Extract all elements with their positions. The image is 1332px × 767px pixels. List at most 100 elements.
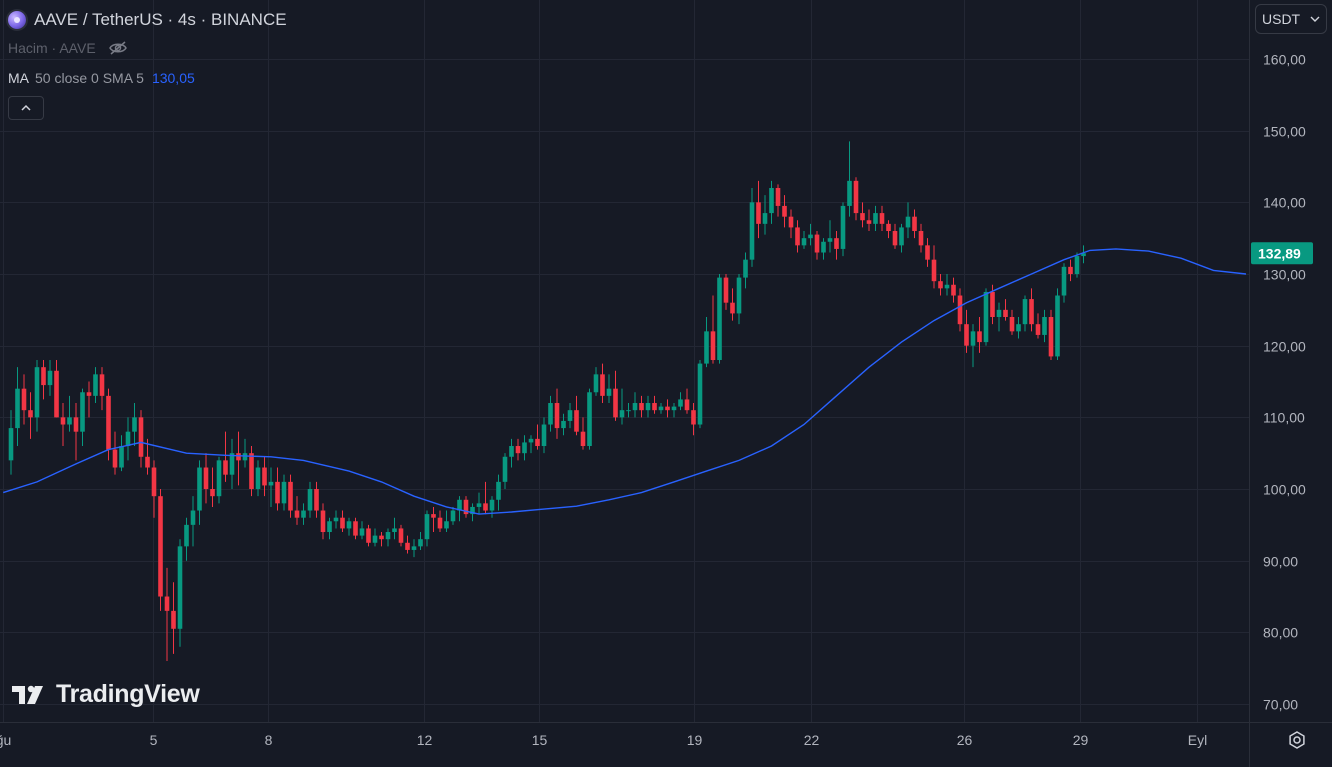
tradingview-logo-icon (12, 685, 43, 704)
candle-up (561, 413, 566, 436)
candle-down (795, 220, 800, 253)
candle-down (164, 567, 170, 662)
chart-settings-button[interactable] (1284, 727, 1310, 753)
candle-down (210, 467, 215, 507)
ma-value: 130,05 (151, 70, 195, 86)
candle-up (392, 517, 397, 540)
last-price-value: 132,89 (1258, 245, 1301, 261)
candles (8, 141, 1086, 662)
candle-down (73, 403, 79, 461)
gear-icon (1289, 731, 1305, 749)
candle-up (242, 438, 248, 468)
candle-down (366, 524, 371, 547)
candle-down (463, 496, 469, 518)
candle-down (613, 370, 618, 421)
tradingview-logo[interactable]: TradingView (10, 680, 200, 709)
candle-up (509, 438, 514, 468)
price-tick-label: 150,00 (1263, 124, 1306, 140)
time-tick-label: 8 (265, 732, 273, 748)
volume-row[interactable]: Hacim · AAVE (8, 36, 287, 60)
candle-up (678, 392, 683, 411)
candle-down (1035, 313, 1041, 339)
candle-down (340, 510, 345, 533)
candle-up (346, 517, 352, 536)
candle-down (249, 446, 254, 497)
candle-down (314, 481, 319, 518)
price-tick-label: 120,00 (1263, 339, 1306, 355)
ma-line (2, 248, 1247, 515)
currency-selector[interactable]: USDT (1255, 4, 1327, 34)
candle-down (151, 460, 157, 518)
candle-down (223, 431, 228, 482)
candle-up (944, 274, 950, 296)
candle-up (327, 517, 332, 540)
candle-up (502, 453, 508, 490)
ma-row[interactable]: MA 50 close 0 SMA 5 130,05 (8, 66, 287, 90)
candle-up (970, 324, 976, 368)
candle-up (450, 506, 456, 525)
symbol-title[interactable]: AAVE / TetherUS · 4s · BINANCE (34, 10, 287, 29)
candle-up (1055, 288, 1060, 361)
candle-up (15, 367, 20, 447)
candle-down (886, 220, 891, 239)
candle-down (730, 288, 735, 321)
candle-down (158, 489, 163, 611)
candle-down (28, 392, 33, 439)
candle-down (723, 274, 729, 310)
candle-up (255, 460, 261, 497)
grid-lines (0, 0, 1249, 722)
plot-area[interactable] (0, 0, 1249, 722)
candle-up (1042, 309, 1047, 343)
candle-up (216, 456, 222, 504)
currency-label: USDT (1262, 11, 1301, 27)
price-tick-label: 100,00 (1263, 482, 1306, 498)
time-axis[interactable]: ğu 5 8 12 15 19 22 26 29 Eyl (0, 732, 1207, 748)
candle-down (775, 184, 781, 217)
candle-down (1048, 309, 1054, 361)
candle-up (606, 374, 612, 404)
candle-up (418, 532, 423, 550)
candle-down (957, 288, 963, 332)
candle-up (619, 388, 625, 425)
candle-up (671, 403, 677, 418)
candle-down (1003, 299, 1008, 321)
collapse-legend-button[interactable] (8, 96, 44, 120)
candle-up (567, 403, 573, 429)
candle-down (918, 223, 924, 253)
chart-legend: AAVE / TetherUS · 4s · BINANCE Hacim · A… (8, 8, 287, 120)
time-tick-label: Eyl (1188, 732, 1207, 748)
candle-up (333, 510, 339, 529)
candle-down (665, 399, 670, 418)
candle-up (522, 435, 527, 461)
candle-down (1068, 259, 1073, 282)
hidden-eye-icon[interactable] (108, 40, 128, 56)
candle-up (372, 528, 378, 547)
candle-down (574, 395, 579, 436)
candle-up (769, 180, 774, 224)
candle-up (587, 388, 592, 450)
price-axis[interactable]: 70,00 80,00 90,00 100,00 110,00 120,00 130,00 1… (1263, 52, 1306, 713)
candle-up (717, 274, 722, 364)
candle-down (379, 532, 384, 547)
candle-down (483, 481, 488, 515)
candle-down (86, 381, 92, 418)
candle-up (184, 517, 189, 561)
candle-up (593, 367, 599, 396)
candle-down (951, 277, 956, 303)
candle-down (684, 388, 690, 414)
chevron-down-icon (1310, 16, 1320, 22)
candle-up (281, 474, 287, 511)
candle-down (138, 410, 144, 468)
candle-up (736, 274, 742, 325)
candle-down (938, 274, 943, 296)
candle-down (710, 295, 716, 364)
moving-average (2, 248, 1247, 515)
tradingview-wordmark: TradingView (56, 680, 200, 708)
candle-down (353, 517, 358, 540)
candle-down (405, 535, 410, 554)
candle-up (528, 435, 534, 454)
candle-down (834, 231, 839, 260)
symbol-row[interactable]: AAVE / TetherUS · 4s · BINANCE (8, 8, 287, 32)
candle-down (912, 209, 917, 239)
